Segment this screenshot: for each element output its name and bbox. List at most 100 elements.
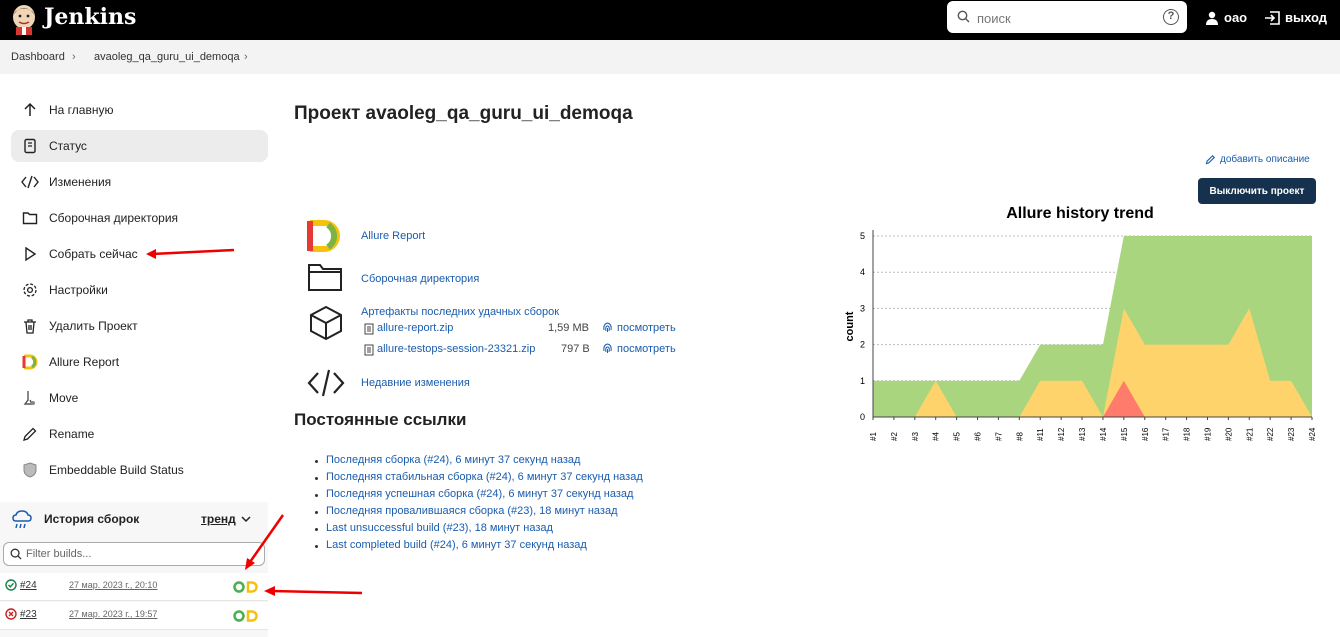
permalinks-list: Последняя сборка (#24), 6 минут 37 секун… (315, 454, 643, 556)
x-tick-label: #12 (1057, 427, 1066, 441)
logout-link[interactable]: выход (1264, 10, 1327, 25)
artifact-link[interactable]: allure-testops-session-23321.zip (377, 343, 536, 355)
permalink-item[interactable]: Последняя успешная сборка (#24), 6 минут… (315, 488, 643, 505)
permalink-item[interactable]: Last unsuccessful build (#23), 18 минут … (315, 522, 643, 539)
sidebar-item-rename[interactable]: Rename (11, 418, 268, 450)
folder-icon (11, 210, 49, 226)
pencil-icon (1205, 154, 1216, 165)
artifact-link[interactable]: allure-report.zip (377, 322, 454, 334)
sidebar-item-label: Rename (49, 427, 95, 441)
x-tick-label: #17 (1162, 427, 1171, 441)
x-tick-label: #1 (869, 432, 878, 441)
code-icon[interactable] (307, 368, 345, 398)
arrow-up-icon (11, 102, 49, 118)
sidebar-item-settings[interactable]: Настройки (11, 274, 268, 306)
add-description-link[interactable]: добавить описание (1205, 154, 1310, 165)
build-number-link[interactable]: #24 (20, 580, 37, 591)
sidebar-item-embeddable-status[interactable]: Embeddable Build Status (11, 454, 268, 486)
badge-icon (11, 462, 49, 478)
sidebar-item-label: Статус (49, 139, 87, 153)
allure-trend-chart[interactable]: 0 1 2 3 4 5 #1 #2 #3 #4 #5 #6 #7 #8 #11 #12 #13 #14 #15 #16… (835, 225, 1325, 455)
build-row[interactable]: #23 27 мар. 2023 г., 19:57 (0, 602, 268, 630)
chevron-down-icon[interactable] (241, 515, 251, 523)
chevron-right-icon[interactable]: › (72, 51, 76, 63)
sidebar-item-label: Настройки (49, 283, 108, 297)
trend-link[interactable]: тренд (201, 512, 236, 526)
package-icon (310, 305, 342, 341)
sidebar-item-home[interactable]: На главную (11, 94, 268, 126)
view-fingerprint-link[interactable]: посмотреть (617, 322, 676, 334)
build-date-link[interactable]: 27 мар. 2023 г., 19:57 (69, 609, 158, 619)
build-date-link[interactable]: 27 мар. 2023 г., 20:10 (69, 580, 158, 590)
view-fingerprint-link[interactable]: посмотреть (617, 343, 676, 355)
sidebar-item-delete[interactable]: Удалить Проект (11, 310, 268, 342)
sidebar-item-status[interactable]: Статус (11, 130, 268, 162)
sidebar-item-label: На главную (49, 103, 114, 117)
x-tick-label: #18 (1183, 427, 1192, 441)
allure-icon[interactable] (306, 219, 342, 253)
y-tick-label: 5 (860, 231, 865, 241)
permalink-item[interactable]: Последняя стабильная сборка (#24), 6 мин… (315, 471, 643, 488)
workspace-link[interactable]: Сборочная директория (361, 273, 480, 285)
pencil-icon (11, 426, 49, 442)
red-arrow-annotation (264, 586, 363, 596)
help-icon[interactable]: ? (1163, 9, 1179, 25)
sidebar-item-move[interactable]: Move (11, 382, 268, 414)
sidebar-item-label: Embeddable Build Status (49, 463, 184, 477)
sidebar-item-workspace[interactable]: Сборочная директория (11, 202, 268, 234)
y-tick-label: 3 (860, 303, 865, 313)
y-tick-label: 4 (860, 267, 865, 277)
folder-icon[interactable] (307, 262, 343, 292)
x-tick-label: #2 (890, 432, 899, 441)
artifacts-link[interactable]: Артефакты последних удачных сборок (361, 306, 560, 318)
brand-title[interactable]: Jenkins (44, 4, 137, 30)
x-tick-label: #13 (1078, 427, 1087, 441)
sidebar-item-build-now[interactable]: Собрать сейчас (11, 238, 268, 270)
allure-report-link[interactable]: Allure Report (361, 230, 426, 242)
jenkins-logo-icon[interactable] (10, 3, 38, 35)
allure-badge-icon[interactable] (233, 581, 259, 593)
user-link[interactable]: oao (1205, 10, 1247, 25)
x-tick-label: #5 (953, 432, 962, 441)
gear-icon (11, 282, 49, 298)
sidebar-item-changes[interactable]: Изменения (11, 166, 268, 198)
sidebar-item-label: Изменения (49, 175, 112, 189)
success-check-icon (5, 579, 17, 591)
search-box[interactable]: ? (947, 1, 1187, 33)
x-tick-label: #6 (974, 432, 983, 441)
y-tick-label: 0 (860, 412, 865, 422)
build-history-title: История сборок (44, 512, 140, 526)
search-input[interactable] (977, 7, 1147, 29)
recent-changes-link[interactable]: Недавние изменения (361, 377, 470, 389)
add-description-label: добавить описание (1220, 154, 1310, 165)
code-icon (11, 174, 49, 190)
x-tick-label: #14 (1099, 427, 1108, 441)
x-tick-label: #20 (1224, 427, 1233, 441)
x-tick-label: #24 (1308, 427, 1317, 441)
fingerprint-icon[interactable] (602, 321, 613, 333)
breadcrumb-project[interactable]: avaoleg_qa_guru_ui_demoqa (94, 51, 240, 63)
x-tick-label: #19 (1203, 427, 1212, 441)
build-number-link[interactable]: #23 (20, 609, 37, 620)
sidebar-item-label: Move (49, 391, 79, 405)
x-tick-label: #7 (994, 432, 1003, 441)
play-icon (11, 246, 49, 262)
filter-builds-input[interactable] (26, 546, 256, 562)
permalink-item[interactable]: Последняя сборка (#24), 6 минут 37 секун… (315, 454, 643, 471)
fingerprint-icon[interactable] (602, 342, 613, 354)
permalink-item[interactable]: Последняя провалившаяся сборка (#23), 18… (315, 505, 643, 522)
chevron-right-icon[interactable]: › (244, 51, 248, 63)
filter-builds-box[interactable] (3, 542, 265, 566)
breadcrumb-dashboard[interactable]: Dashboard (11, 51, 65, 63)
artifact-size: 1,59 MB (548, 322, 589, 334)
y-tick-label: 2 (860, 340, 865, 350)
build-row[interactable]: #24 27 мар. 2023 г., 20:10 (0, 573, 268, 601)
permalink-item[interactable]: Last completed build (#24), 6 минут 37 с… (315, 539, 643, 556)
series-area[interactable] (873, 308, 1312, 417)
build-history-panel: История сборок тренд #24 27 мар. 2023 г.… (0, 502, 268, 637)
allure-badge-icon[interactable] (233, 610, 259, 622)
logout-icon (1265, 10, 1280, 25)
disable-project-button[interactable]: Выключить проект (1198, 178, 1316, 204)
top-bar: Jenkins ? oao выход (0, 0, 1340, 40)
sidebar-item-allure[interactable]: Allure Report (11, 346, 268, 378)
